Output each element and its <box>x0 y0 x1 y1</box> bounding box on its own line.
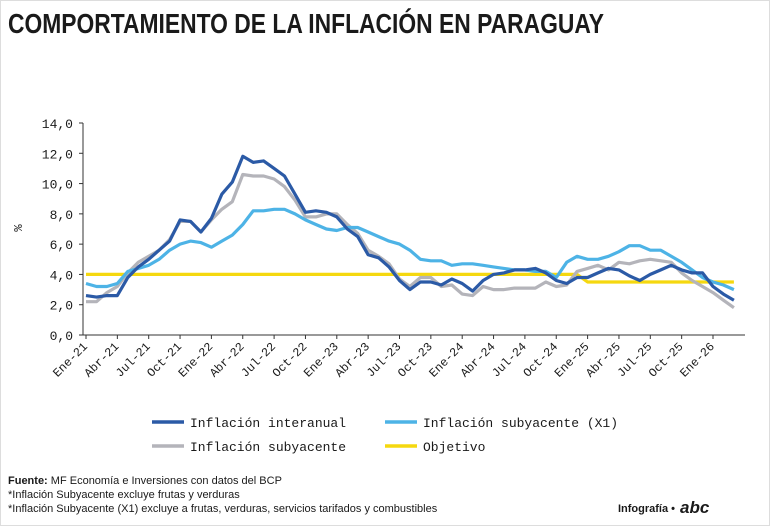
y-tick-label: 6,0 <box>50 238 73 253</box>
y-tick-label: 2,0 <box>50 299 73 314</box>
credit: Infografía • <box>618 503 675 515</box>
y-axis-label: % <box>12 224 26 232</box>
legend-label: Inflación subyacente (X1) <box>423 416 618 431</box>
note: *Inflación Subyacente excluye frutas y v… <box>8 489 240 501</box>
legend-label: Inflación subyacente <box>190 440 346 455</box>
source-label: Fuente: <box>8 475 48 487</box>
source-text: MF Economía e Inversiones con datos del … <box>51 475 282 487</box>
y-tick-label: 0,0 <box>50 329 73 344</box>
legend-label: Inflación interanual <box>190 416 346 431</box>
chart-title: COMPORTAMIENTO DE LA INFLACIÓN EN PARAGU… <box>8 8 604 39</box>
note: *Inflación Subyacente (X1) excluye a fru… <box>8 503 438 515</box>
y-tick-label: 12,0 <box>42 147 73 162</box>
series-line <box>85 207 735 292</box>
y-tick-label: 10,0 <box>42 178 73 193</box>
y-tick-label: 8,0 <box>50 208 73 223</box>
logo: abc <box>680 498 710 517</box>
source: Fuente: MF Economía e Inversiones con da… <box>8 475 282 487</box>
legend-label: Objetivo <box>423 440 485 455</box>
y-tick-label: 14,0 <box>42 117 73 132</box>
series-line <box>85 154 735 302</box>
y-tick-label: 4,0 <box>50 268 73 283</box>
series-line <box>86 272 734 284</box>
